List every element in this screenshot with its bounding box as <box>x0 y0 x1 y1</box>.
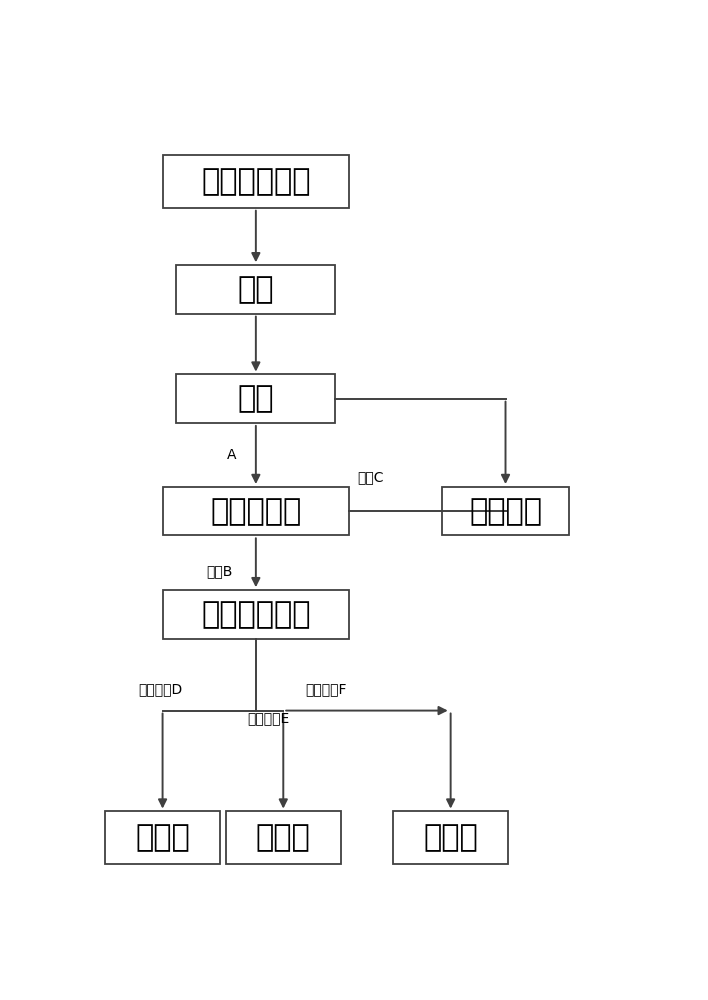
Text: 溢流C: 溢流C <box>358 470 384 484</box>
Bar <box>176 374 336 423</box>
Bar <box>176 265 336 314</box>
Text: 重选中矿F: 重选中矿F <box>305 682 347 696</box>
Bar <box>163 590 349 639</box>
Bar <box>163 155 349 208</box>
Text: A: A <box>227 448 236 462</box>
Bar <box>442 487 569 535</box>
Text: 钒馒磁铁精矿: 钒馒磁铁精矿 <box>201 167 311 196</box>
Text: 旋流器分级: 旋流器分级 <box>210 497 302 526</box>
Bar <box>226 811 341 864</box>
Text: 螺旋溜槽重选: 螺旋溜槽重选 <box>201 600 311 629</box>
Text: 馒精矿: 馒精矿 <box>423 823 478 852</box>
Text: 尾　矿: 尾 矿 <box>256 823 311 852</box>
Text: 回收利用: 回收利用 <box>469 497 542 526</box>
Text: 炕浸: 炕浸 <box>238 275 274 304</box>
Bar <box>105 811 220 864</box>
Text: 重选精矿D: 重选精矿D <box>139 682 183 696</box>
Text: 过滤: 过滤 <box>238 384 274 413</box>
Text: 重选尾矿E: 重选尾矿E <box>248 711 290 725</box>
Bar <box>163 487 349 535</box>
Bar <box>393 811 508 864</box>
Text: 沉砂B: 沉砂B <box>206 564 232 578</box>
Text: 铁精矿: 铁精矿 <box>135 823 190 852</box>
